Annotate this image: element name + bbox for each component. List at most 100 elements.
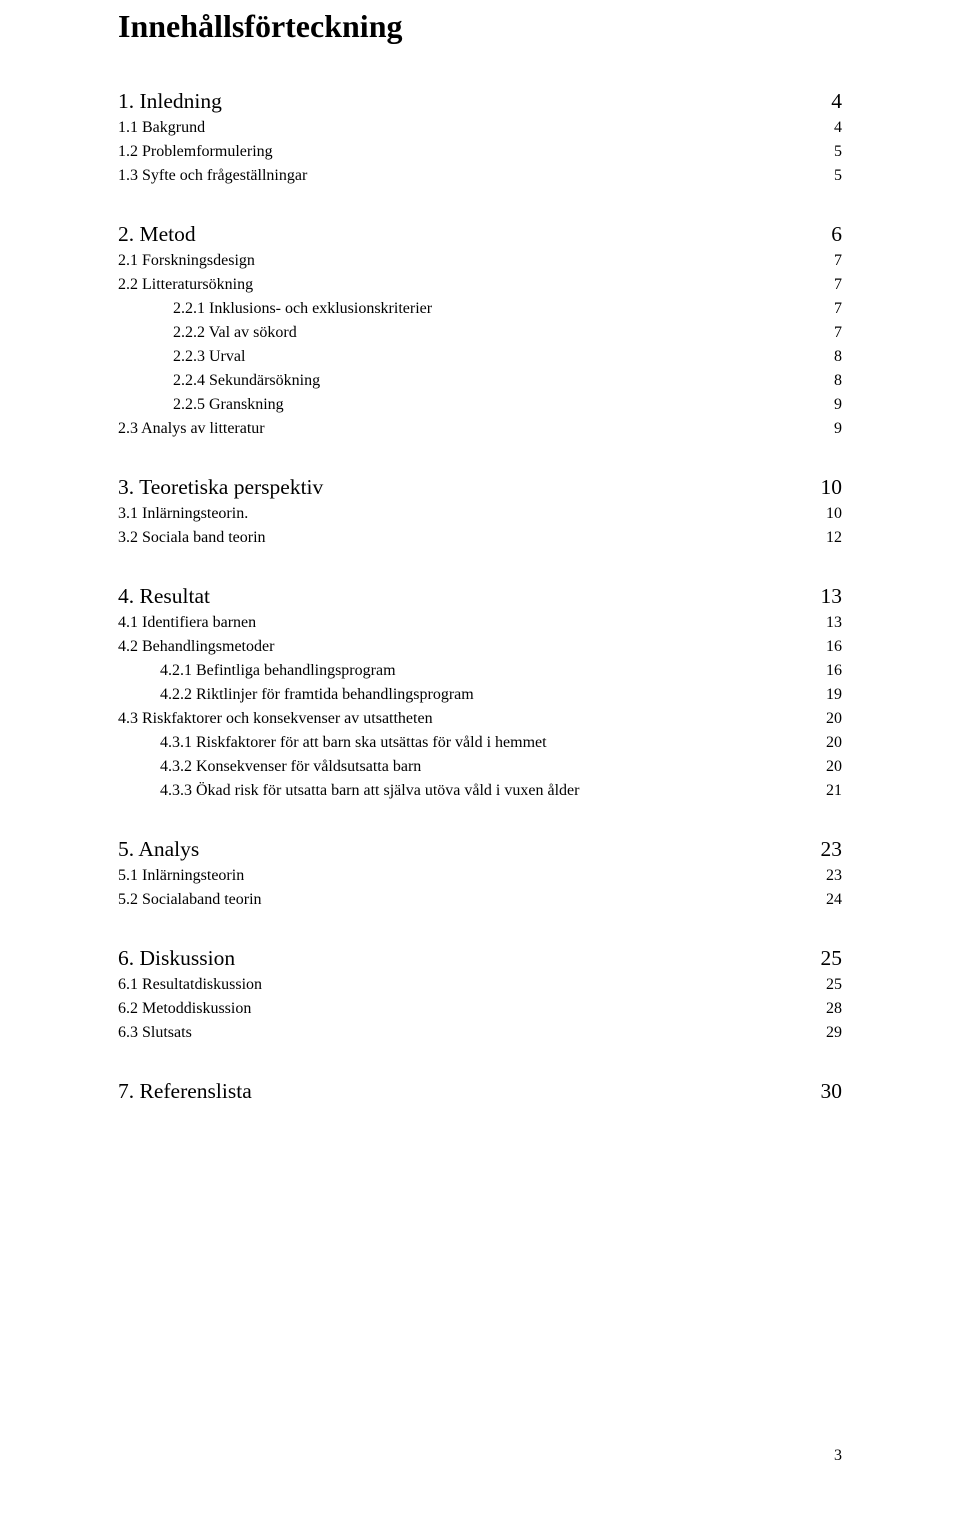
- toc-sub-page: 7: [834, 300, 842, 318]
- toc-sub-row: 3.2 Sociala band teorin12: [118, 526, 842, 550]
- toc-heading-page: 4: [831, 89, 842, 114]
- toc-sub-row: 2.3 Analys av litteratur 9: [118, 417, 842, 441]
- toc-sub-row: 4.2 Behandlingsmetoder 16: [118, 635, 842, 659]
- toc-sub-page: 23: [826, 867, 842, 885]
- toc-section: 7. Referenslista 30: [118, 1077, 842, 1106]
- toc-sub-label: 4.3.2 Konsekvenser för våldsutsatta barn: [118, 755, 421, 779]
- toc-sub-page: 21: [826, 782, 842, 800]
- toc-sub-row: 4.2.2 Riktlinjer för framtida behandling…: [118, 683, 842, 707]
- toc-sub-page: 20: [826, 710, 842, 728]
- toc-sub-label: 2.2.3 Urval: [118, 345, 245, 369]
- toc-sub-label: 6.3 Slutsats: [118, 1021, 192, 1045]
- toc-heading-label: 5. Analys: [118, 835, 199, 864]
- toc-sub-label: 4.2.1 Befintliga behandlingsprogram: [118, 659, 396, 683]
- toc-heading-label: 7. Referenslista: [118, 1077, 252, 1106]
- page-container: Innehållsförteckning 1. Inledning41.1 Ba…: [0, 0, 960, 1521]
- toc-sub-page: 9: [834, 396, 842, 414]
- toc-sub-row: 2.2.5 Granskning 9: [118, 393, 842, 417]
- toc-heading-row: 2. Metod6: [118, 220, 842, 249]
- toc-sub-page: 29: [826, 1024, 842, 1042]
- toc-sub-row: 2.2.3 Urval 8: [118, 345, 842, 369]
- toc-sub-label: 1.3 Syfte och frågeställningar: [118, 164, 307, 188]
- page-number: 3: [834, 1447, 842, 1465]
- toc-sub-row: 2.2.2 Val av sökord 7: [118, 321, 842, 345]
- toc-sub-label: 1.2 Problemformulering: [118, 140, 273, 164]
- toc-sub-page: 25: [826, 976, 842, 994]
- toc-heading-row: 7. Referenslista 30: [118, 1077, 842, 1106]
- toc-heading-page: 25: [821, 946, 843, 971]
- toc-sub-page: 13: [826, 614, 842, 632]
- toc-heading-page: 6: [831, 222, 842, 247]
- toc-sub-page: 24: [826, 891, 842, 909]
- toc-sub-row: 2.2 Litteratursökning 7: [118, 273, 842, 297]
- toc-sub-page: 10: [826, 505, 842, 523]
- toc-sub-row: 4.2.1 Befintliga behandlingsprogram 16: [118, 659, 842, 683]
- toc-section: 2. Metod62.1 Forskningsdesign72.2 Litter…: [118, 220, 842, 441]
- toc-sub-row: 2.1 Forskningsdesign 7: [118, 249, 842, 273]
- toc-sub-page: 8: [834, 372, 842, 390]
- toc-sub-row: 2.2.1 Inklusions- och exklusionskriterie…: [118, 297, 842, 321]
- toc-sub-label: 1.1 Bakgrund: [118, 116, 205, 140]
- page-title: Innehållsförteckning: [118, 8, 842, 45]
- toc-heading-row: 1. Inledning4: [118, 87, 842, 116]
- toc-sub-row: 4.3.3 Ökad risk för utsatta barn att sjä…: [118, 779, 842, 803]
- toc-sub-page: 8: [834, 348, 842, 366]
- toc-heading-page: 10: [821, 475, 843, 500]
- toc-sub-row: 5.2 Socialaband teorin 24: [118, 888, 842, 912]
- toc-sub-label: 4.2.2 Riktlinjer för framtida behandling…: [118, 683, 474, 707]
- toc-sub-label: 2.2.1 Inklusions- och exklusionskriterie…: [118, 297, 432, 321]
- toc-sub-label: 4.3 Riskfaktorer och konsekvenser av uts…: [118, 707, 433, 731]
- toc-sub-page: 7: [834, 276, 842, 294]
- toc-sub-label: 6.1 Resultatdiskussion: [118, 973, 262, 997]
- toc-sub-row: 1.3 Syfte och frågeställningar 5: [118, 164, 842, 188]
- toc-section: 6. Diskussion256.1 Resultatdiskussion256…: [118, 944, 842, 1045]
- toc-heading-label: 6. Diskussion: [118, 944, 235, 973]
- toc-heading-row: 4. Resultat13: [118, 582, 842, 611]
- toc-sub-row: 6.1 Resultatdiskussion 25: [118, 973, 842, 997]
- toc-heading-page: 30: [821, 1079, 843, 1104]
- toc-sub-label: 6.2 Metoddiskussion: [118, 997, 251, 1021]
- toc-sub-row: 4.1 Identifiera barnen 13: [118, 611, 842, 635]
- toc-sub-label: 4.3.1 Riskfaktorer för att barn ska utsä…: [118, 731, 547, 755]
- toc-sub-label: 4.1 Identifiera barnen: [118, 611, 256, 635]
- toc-sub-row: 4.3.1 Riskfaktorer för att barn ska utsä…: [118, 731, 842, 755]
- toc-sub-row: 4.3 Riskfaktorer och konsekvenser av uts…: [118, 707, 842, 731]
- toc-sub-page: 5: [834, 167, 842, 185]
- toc-heading-row: 3. Teoretiska perspektiv 10: [118, 473, 842, 502]
- toc-sub-label: 4.3.3 Ökad risk för utsatta barn att sjä…: [118, 779, 579, 803]
- toc-sub-label: 2.2.5 Granskning: [118, 393, 284, 417]
- toc-sub-label: 4.2 Behandlingsmetoder: [118, 635, 274, 659]
- toc-sub-row: 4.3.2 Konsekvenser för våldsutsatta barn…: [118, 755, 842, 779]
- toc-sub-label: 5.2 Socialaband teorin: [118, 888, 262, 912]
- toc-sub-label: 2.2.4 Sekundärsökning: [118, 369, 320, 393]
- toc-heading-label: 4. Resultat: [118, 582, 210, 611]
- toc-sub-row: 6.3 Slutsats 29: [118, 1021, 842, 1045]
- toc-sub-label: 2.3 Analys av litteratur: [118, 417, 265, 441]
- toc-sub-row: 3.1 Inlärningsteorin. 10: [118, 502, 842, 526]
- toc-sub-page: 16: [826, 662, 842, 680]
- toc-sub-row: 2.2.4 Sekundärsökning 8: [118, 369, 842, 393]
- toc-sub-row: 6.2 Metoddiskussion 28: [118, 997, 842, 1021]
- toc-sub-label: 5.1 Inlärningsteorin: [118, 864, 244, 888]
- toc-sub-row: 1.1 Bakgrund 4: [118, 116, 842, 140]
- toc-sub-page: 19: [826, 686, 842, 704]
- toc-sub-page: 9: [834, 420, 842, 438]
- toc-section: 1. Inledning41.1 Bakgrund 4 1.2 Problemfor…: [118, 87, 842, 188]
- toc-heading-label: 3. Teoretiska perspektiv: [118, 473, 323, 502]
- toc-sub-page: 20: [826, 758, 842, 776]
- toc-heading-page: 23: [821, 837, 843, 862]
- toc-sub-label: 2.1 Forskningsdesign: [118, 249, 255, 273]
- toc-sub-label: 3.1 Inlärningsteorin.: [118, 502, 248, 526]
- toc-sub-page: 16: [826, 638, 842, 656]
- toc-sub-label: 2.2 Litteratursökning: [118, 273, 253, 297]
- toc-sub-page: 12: [826, 529, 842, 547]
- toc-sub-page: 28: [826, 1000, 842, 1018]
- toc-sub-page: 7: [834, 252, 842, 270]
- toc-root: 1. Inledning41.1 Bakgrund 4 1.2 Problemfor…: [118, 87, 842, 1106]
- toc-sub-page: 5: [834, 143, 842, 161]
- toc-sub-page: 7: [834, 324, 842, 342]
- toc-sub-page: 4: [834, 119, 842, 137]
- toc-sub-label: 2.2.2 Val av sökord: [118, 321, 297, 345]
- toc-section: 5. Analys 23 5.1 Inlärningsteorin 23 5.2 Soc…: [118, 835, 842, 912]
- toc-sub-row: 1.2 Problemformulering 5: [118, 140, 842, 164]
